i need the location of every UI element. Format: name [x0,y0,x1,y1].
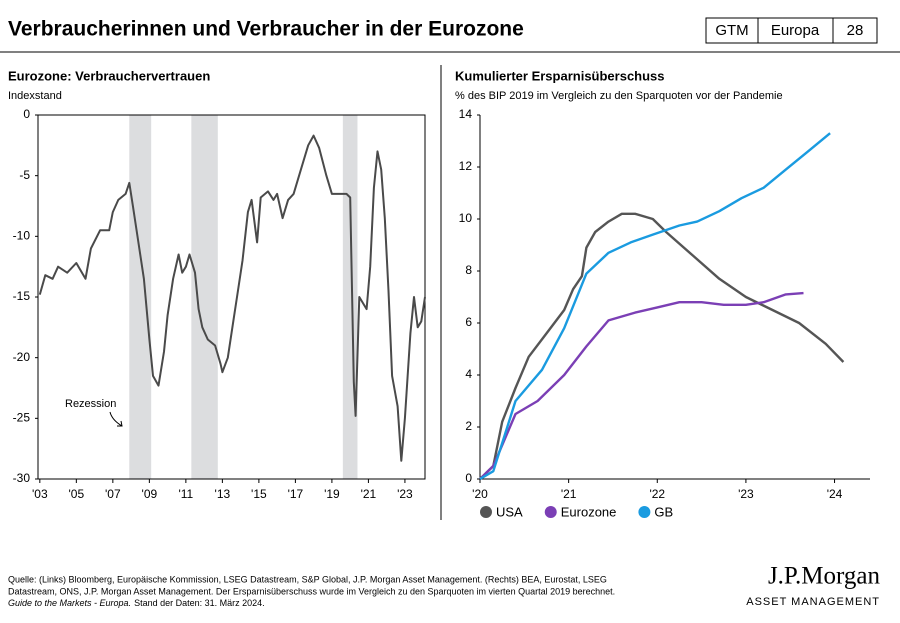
chart-subtitle: % des BIP 2019 im Vergleich zu den Sparq… [455,90,783,102]
chart-title: Kumulierter Ersparnisüberschuss [455,68,665,83]
x-tick-label: '09 [142,487,158,501]
x-tick-label: '20 [472,487,488,501]
y-tick-label: 8 [465,263,472,277]
x-tick-label: '13 [215,487,231,501]
x-tick-label: '22 [649,487,665,501]
x-tick-label: '03 [32,487,48,501]
y-tick-label: -15 [13,289,31,303]
x-tick-label: '15 [251,487,267,501]
badge: Europa [771,22,820,39]
source-note: Datastream, ONS, J.P. Morgan Asset Manag… [8,586,615,596]
chart-title: Eurozone: Verbrauchervertrauen [8,68,210,83]
x-tick-label: '17 [288,487,304,501]
x-tick-label: '24 [827,487,843,501]
y-tick-label: 14 [459,107,473,121]
logo: J.P.Morgan [768,563,881,590]
y-tick-label: 0 [465,471,472,485]
guide: Guide to the Markets - Europa. [8,598,131,608]
recession-span [342,115,358,479]
x-tick-label: '11 [178,487,193,501]
legend-marker [638,506,651,518]
y-tick-label: -30 [13,471,31,485]
x-tick-label: '19 [324,487,340,501]
y-tick-label: -25 [13,411,31,425]
chart-subtitle: Indexstand [8,90,62,102]
y-tick-label: -20 [13,350,31,364]
badge: GTM [715,22,748,39]
page-title: Verbraucherinnen und Verbraucher in der … [8,18,524,41]
annotation: Rezession [65,398,116,410]
recession-span [191,115,218,479]
y-tick-label: 2 [465,419,472,433]
x-tick-label: '21 [361,487,377,501]
legend-marker [480,506,492,518]
y-tick-label: 10 [459,211,473,225]
y-tick-label: 4 [465,367,472,381]
annotation-arrow [109,411,123,427]
legend-label: Eurozone [561,504,617,519]
x-tick-label: '23 [397,487,413,501]
y-tick-label: 12 [459,159,473,173]
legend-marker [544,506,557,518]
source-note: Guide to the Markets - Europa. Stand der … [8,598,265,608]
series-line [479,212,845,480]
y-tick-label: -10 [13,229,31,243]
y-tick-label: 0 [23,107,30,121]
x-tick-label: '07 [105,487,121,501]
badge-box [705,17,878,44]
legend-label: GB [654,504,673,519]
series-line [479,132,831,481]
date: Stand der Daten: 31. März 2024. [134,598,265,608]
logo-sub: ASSET MANAGEMENT [746,596,880,608]
series-line [479,291,804,480]
series-line [38,134,426,462]
legend-label: USA [496,504,523,519]
source-note: Quelle: (Links) Bloomberg, Europäische K… [8,574,607,584]
x-tick-label: '05 [69,487,85,501]
x-tick-label: '23 [738,487,754,501]
badge: 28 [847,22,864,39]
y-tick-label: 6 [465,315,472,329]
x-tick-label: '21 [561,487,577,501]
recession-span [129,115,152,479]
y-tick-label: -5 [19,168,30,182]
